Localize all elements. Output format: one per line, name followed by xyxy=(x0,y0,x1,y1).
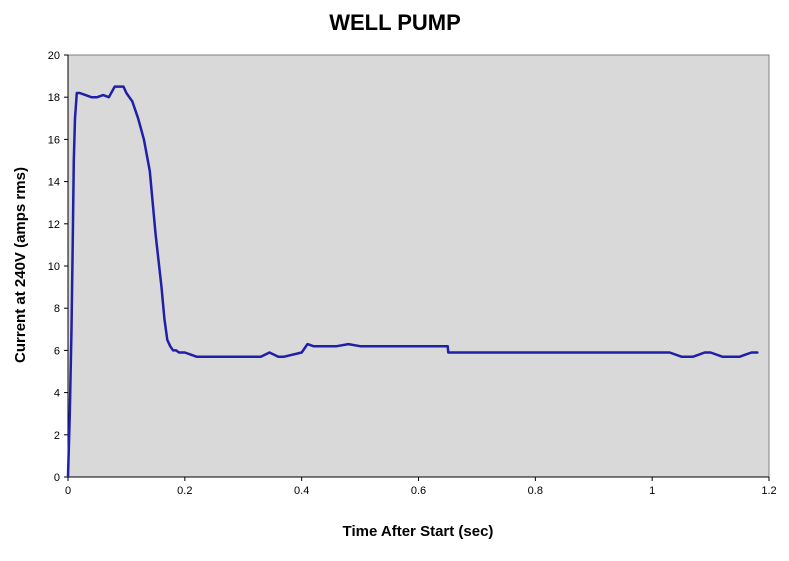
x-tick-label: 1.2 xyxy=(761,485,776,497)
y-tick-label: 20 xyxy=(48,50,60,62)
y-tick-label: 10 xyxy=(48,261,60,273)
y-tick-label: 18 xyxy=(48,92,60,104)
y-tick-label: 14 xyxy=(48,177,60,189)
x-tick-label: 0.8 xyxy=(528,485,543,497)
y-tick-label: 0 xyxy=(54,472,60,484)
x-tick-label: 1 xyxy=(649,485,655,497)
y-tick-label: 4 xyxy=(54,388,60,400)
plot-background xyxy=(67,54,770,478)
y-tick-label: 6 xyxy=(54,345,60,357)
series-line xyxy=(66,85,759,479)
x-tick-label: 0.6 xyxy=(411,485,426,497)
x-tick-label: 0.2 xyxy=(177,485,192,497)
plot-area: 0 2 4 6 8 10 12 14 16 18 20 0 0.2 0.4 0.6 0.8 1 1.2 xyxy=(48,50,777,497)
x-tick-label: 0.4 xyxy=(294,485,309,497)
y-axis-label: Current at 240V (amps rms) xyxy=(12,167,29,363)
y-tick-label: 2 xyxy=(54,430,60,442)
x-tick-label: 0 xyxy=(65,485,71,497)
y-tick-label: 16 xyxy=(48,134,60,146)
x-axis-label: Time After Start (sec) xyxy=(343,523,494,540)
y-tick-label: 12 xyxy=(48,219,60,231)
y-tick-label: 8 xyxy=(54,303,60,315)
chart-title: WELL PUMP xyxy=(329,10,461,35)
